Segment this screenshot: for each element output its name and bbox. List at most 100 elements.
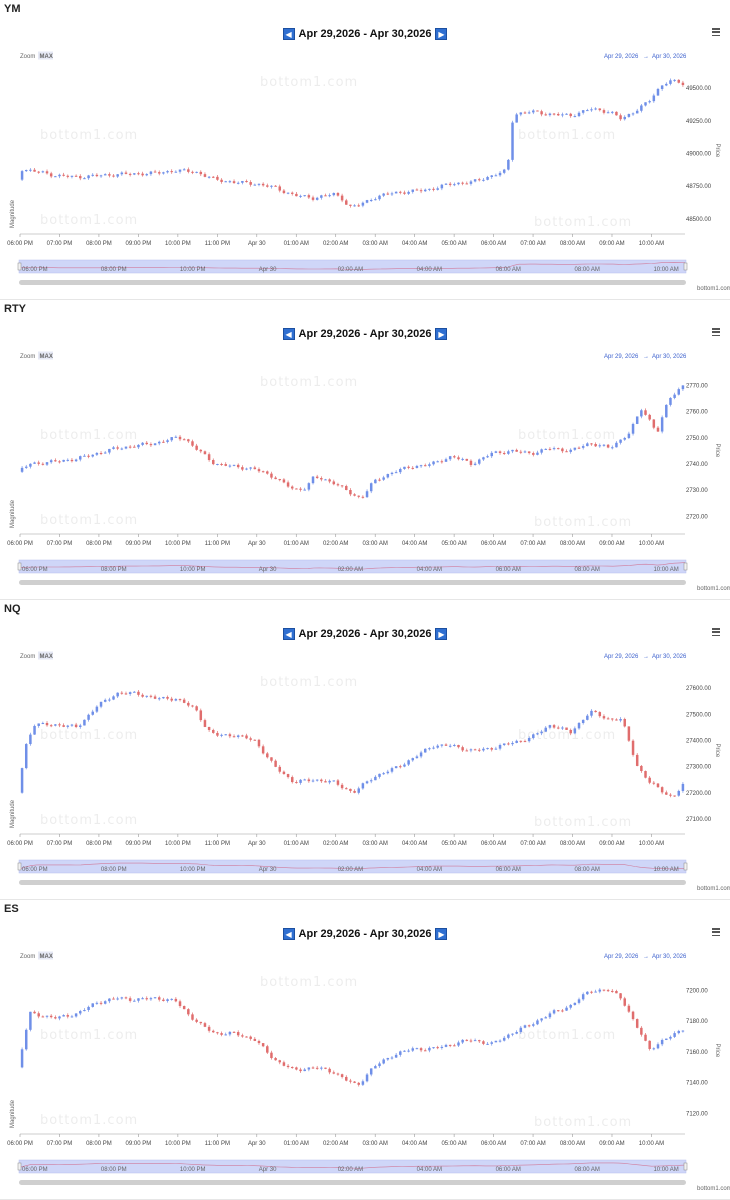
candle[interactable] (515, 448, 518, 452)
candle[interactable] (157, 440, 161, 446)
candle[interactable] (24, 169, 28, 172)
candle[interactable] (66, 458, 70, 462)
candle[interactable] (87, 174, 90, 180)
candle[interactable] (465, 748, 469, 752)
candle[interactable] (527, 736, 531, 743)
candle[interactable] (220, 733, 223, 738)
candle[interactable] (170, 998, 173, 1001)
candle[interactable] (195, 1018, 198, 1024)
candle[interactable] (170, 169, 173, 174)
candle[interactable] (386, 769, 390, 775)
candle[interactable] (444, 183, 448, 186)
candle[interactable] (644, 770, 647, 779)
candle[interactable] (174, 698, 178, 702)
candle[interactable] (532, 109, 535, 115)
candle[interactable] (469, 748, 473, 753)
candle[interactable] (457, 744, 460, 749)
candle[interactable] (532, 1022, 535, 1028)
candle[interactable] (141, 442, 144, 447)
candle[interactable] (631, 739, 635, 757)
candle[interactable] (648, 413, 651, 421)
candle[interactable] (274, 1056, 277, 1061)
candle[interactable] (665, 1038, 668, 1041)
candle[interactable] (295, 192, 298, 197)
candle[interactable] (212, 728, 215, 734)
candle[interactable] (586, 108, 589, 112)
candle[interactable] (203, 718, 207, 728)
candle[interactable] (37, 1011, 40, 1019)
candle[interactable] (320, 778, 323, 783)
candle[interactable] (228, 464, 232, 468)
candle[interactable] (444, 1043, 448, 1048)
candle[interactable] (299, 1067, 302, 1073)
candle[interactable] (415, 464, 419, 469)
candle[interactable] (453, 455, 456, 459)
candle[interactable] (515, 739, 518, 744)
range-from-date[interactable]: Apr 29, 2026 (604, 954, 639, 960)
candle[interactable] (394, 766, 398, 769)
candle[interactable] (307, 482, 311, 492)
navigator-handle[interactable] (17, 1162, 22, 1171)
candle[interactable] (241, 734, 244, 737)
candle[interactable] (286, 192, 290, 195)
candle[interactable] (124, 170, 128, 175)
zoom-max-button[interactable] (38, 351, 53, 360)
candle[interactable] (507, 1033, 510, 1040)
candle[interactable] (681, 1030, 685, 1033)
candle[interactable] (224, 180, 227, 183)
candle[interactable] (419, 750, 423, 759)
candle[interactable] (573, 114, 577, 118)
candle[interactable] (577, 111, 581, 118)
candle[interactable] (349, 1078, 352, 1084)
candle[interactable] (461, 457, 464, 461)
candle[interactable] (20, 767, 24, 794)
candle[interactable] (120, 171, 124, 176)
candle[interactable] (328, 779, 331, 785)
candle[interactable] (124, 446, 128, 450)
candle[interactable] (83, 1008, 86, 1012)
candle[interactable] (108, 448, 111, 455)
candle[interactable] (340, 193, 344, 203)
candle[interactable] (345, 198, 348, 205)
candle[interactable] (544, 448, 548, 450)
candle[interactable] (490, 1040, 493, 1046)
candle[interactable] (515, 1030, 518, 1035)
candle[interactable] (261, 1043, 265, 1048)
candle[interactable] (660, 415, 664, 434)
candle[interactable] (577, 446, 581, 450)
candle[interactable] (611, 989, 614, 993)
candle[interactable] (494, 450, 498, 454)
candle[interactable] (187, 1008, 190, 1017)
candle[interactable] (611, 445, 614, 450)
candle[interactable] (137, 444, 140, 449)
candle[interactable] (461, 745, 464, 753)
range-to-date[interactable]: Apr 30, 2026 (652, 354, 687, 360)
candle[interactable] (295, 488, 298, 490)
candle[interactable] (411, 757, 415, 762)
candle[interactable] (382, 475, 385, 481)
candle[interactable] (519, 740, 523, 743)
candle[interactable] (195, 705, 198, 712)
candle[interactable] (91, 1003, 94, 1008)
candle[interactable] (606, 110, 610, 114)
navigator-handle[interactable] (683, 262, 688, 271)
candle[interactable] (423, 1048, 427, 1052)
candle[interactable] (619, 113, 622, 121)
candle[interactable] (232, 734, 236, 738)
candle[interactable] (187, 438, 190, 443)
candle[interactable] (631, 112, 635, 116)
candle[interactable] (266, 751, 269, 759)
candle[interactable] (415, 1047, 419, 1050)
candle[interactable] (33, 1010, 36, 1014)
candle[interactable] (482, 177, 485, 182)
candle[interactable] (133, 173, 136, 176)
candle[interactable] (648, 99, 651, 104)
candle[interactable] (236, 463, 240, 469)
candle[interactable] (552, 113, 556, 116)
candle[interactable] (386, 1057, 390, 1061)
candle[interactable] (573, 447, 577, 451)
candle[interactable] (486, 747, 489, 750)
candle[interactable] (274, 184, 277, 187)
candle[interactable] (58, 1015, 61, 1021)
candle[interactable] (162, 171, 165, 175)
